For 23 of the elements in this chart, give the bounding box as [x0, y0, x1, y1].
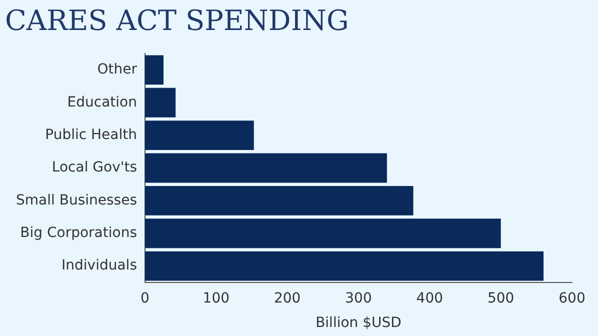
bar	[145, 186, 414, 216]
x-tick-label: 0	[140, 290, 150, 306]
bar	[145, 153, 387, 183]
x-axis-title: Billion $USD	[316, 315, 402, 332]
y-tick-label: Education	[67, 94, 137, 110]
bar	[145, 120, 254, 150]
y-tick-label: Small Businesses	[16, 192, 137, 208]
x-tick-label: 300	[345, 290, 372, 306]
y-tick-label: Public Health	[45, 126, 137, 143]
bar	[145, 88, 176, 118]
x-tick-label: 100	[202, 290, 230, 306]
y-tick-label: Local Gov'ts	[52, 160, 137, 176]
y-tick-label: Big Corporations	[20, 225, 137, 242]
bar	[145, 251, 544, 281]
x-tick-label: 500	[487, 290, 514, 306]
x-tick-label: 600	[558, 290, 586, 306]
bar	[145, 55, 164, 85]
x-tick-label: 200	[274, 290, 301, 306]
x-tick-label: 400	[416, 290, 444, 306]
chart-title: CARES ACT SPENDING	[5, 4, 349, 38]
y-tick-label: Individuals	[62, 258, 137, 274]
y-tick-label: Other	[97, 62, 138, 78]
bar	[145, 218, 501, 248]
